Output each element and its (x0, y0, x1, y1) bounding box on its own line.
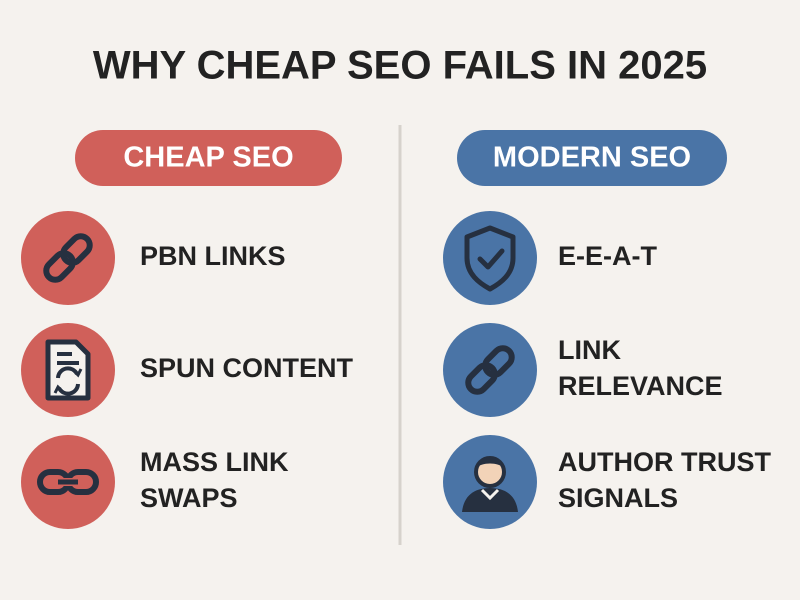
item-icon (37, 469, 99, 495)
item-icon (462, 456, 518, 512)
column-heading: MODERN SEO (493, 142, 691, 174)
item-label: MASS LINK (140, 447, 289, 477)
column-heading-pill (457, 130, 727, 186)
column-heading: CHEAP SEO (123, 142, 293, 174)
item-label: SWAPS (140, 483, 238, 513)
item-icon (464, 225, 516, 292)
item-label: RELEVANCE (558, 371, 723, 401)
item-icon (45, 339, 91, 401)
item-label: E-E-A-T (558, 241, 657, 271)
column-heading-pill (75, 130, 342, 186)
item-label: AUTHOR TRUST (558, 447, 771, 477)
item-label: SIGNALS (558, 483, 678, 513)
title: WHY CHEAP SEO FAILS IN 2025 (93, 44, 707, 88)
item-icon (43, 233, 93, 283)
item-label: PBN LINKS (140, 241, 286, 271)
item-icon (465, 345, 515, 395)
item-label: SPUN CONTENT (140, 353, 354, 383)
item-label: LINK (558, 335, 621, 365)
